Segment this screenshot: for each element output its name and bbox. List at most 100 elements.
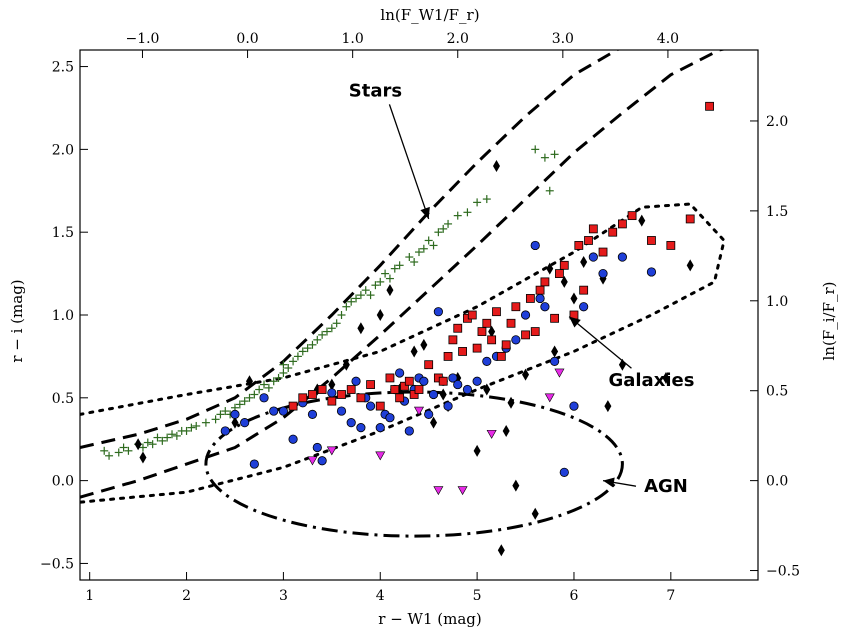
point-square-11 (390, 385, 400, 394)
x-tick-label-4: 5 (473, 588, 482, 604)
point-square-52 (647, 236, 656, 245)
point-plus-56 (385, 274, 394, 283)
point-square-45 (579, 285, 589, 295)
point-diamond-14 (439, 388, 447, 401)
point-square-51 (627, 211, 637, 221)
y-tick-label-2: 0.5 (52, 391, 74, 407)
point-triangle-down-1 (326, 446, 337, 456)
point-square-39 (540, 277, 550, 287)
point-square-48 (598, 247, 608, 257)
point-triangle-down-0 (307, 456, 318, 466)
point-circle-5 (269, 406, 279, 416)
point-plus-54 (376, 277, 385, 286)
point-circle-51 (598, 268, 608, 279)
point-plus-75 (550, 150, 559, 159)
point-plus-24 (235, 400, 244, 409)
point-square-29 (487, 335, 497, 345)
point-plus-66 (439, 224, 448, 233)
point-circle-25 (404, 426, 414, 436)
point-square-44 (574, 241, 584, 250)
right-tick-label-3: 1.0 (766, 294, 788, 310)
point-diamond-11 (410, 345, 418, 358)
y-tick-label-1: 0.0 (52, 474, 74, 490)
point-square-26 (472, 343, 482, 353)
point-plus-18 (201, 418, 210, 427)
right-axis-label: ln(F_i/F_r) (820, 282, 838, 361)
point-plus-30 (264, 383, 273, 392)
point-plus-39 (303, 344, 312, 353)
point-circle-50 (588, 252, 598, 262)
point-square-28 (482, 318, 492, 328)
point-diamond-13 (430, 416, 438, 429)
point-diamond-1 (139, 451, 147, 464)
point-plus-51 (361, 286, 370, 295)
point-circle-2 (240, 418, 250, 428)
point-plus-43 (322, 327, 331, 336)
point-circle-15 (351, 376, 361, 386)
point-square-33 (506, 318, 516, 328)
point-triangle-down-3 (413, 406, 425, 416)
point-diamond-24 (512, 479, 520, 492)
point-square-17 (424, 360, 434, 370)
point-plus-50 (356, 291, 365, 300)
point-square-35 (521, 330, 530, 340)
point-triangle-down-7 (544, 393, 555, 403)
point-square-53 (666, 241, 676, 250)
point-square-4 (327, 396, 337, 406)
point-plus-73 (540, 153, 549, 162)
point-plus-2 (114, 448, 123, 457)
point-circle-28 (419, 376, 429, 386)
point-square-9 (375, 401, 385, 411)
point-diamond-18 (483, 383, 491, 396)
point-circle-33 (443, 401, 453, 411)
point-plus-36 (289, 357, 298, 366)
point-square-49 (608, 227, 618, 237)
point-diamond-8 (376, 309, 384, 321)
point-diamond-28 (551, 345, 559, 358)
point-plus-28 (255, 385, 264, 394)
point-circle-12 (327, 388, 337, 398)
point-diamond-19 (488, 325, 496, 338)
point-circle-0 (220, 426, 230, 436)
point-diamond-26 (531, 507, 539, 520)
point-circle-44 (535, 293, 545, 304)
point-square-21 (448, 335, 458, 345)
point-square-5 (337, 390, 346, 399)
annotation-galaxies: Galaxies (608, 370, 694, 391)
point-diamond-22 (502, 424, 510, 437)
marks-layer (100, 101, 714, 557)
point-square-1 (298, 393, 308, 403)
galaxies-region (80, 202, 726, 504)
point-plus-13 (172, 431, 181, 440)
point-circle-48 (569, 401, 579, 411)
point-circle-53 (646, 267, 657, 277)
point-triangle-down-4 (433, 486, 444, 496)
point-circle-19 (375, 423, 385, 433)
point-square-47 (588, 224, 598, 234)
point-circle-13 (336, 406, 347, 416)
point-plus-6 (138, 443, 147, 452)
y-tick-label-5: 2.0 (52, 142, 74, 158)
right-tick-label-4: 1.5 (766, 204, 788, 220)
point-plus-40 (308, 340, 317, 349)
point-circle-6 (278, 406, 288, 416)
point-square-42 (559, 260, 569, 270)
point-plus-70 (473, 198, 482, 207)
point-plus-69 (463, 208, 472, 217)
point-circle-23 (395, 368, 405, 378)
point-circle-34 (448, 373, 458, 383)
point-square-23 (458, 347, 467, 356)
point-square-40 (550, 313, 559, 323)
point-square-16 (414, 385, 424, 394)
point-plus-26 (245, 393, 254, 402)
point-plus-65 (434, 228, 443, 237)
point-plus-48 (347, 297, 356, 306)
point-circle-7 (288, 434, 298, 444)
right-tick-label-1: 0.0 (766, 474, 788, 490)
point-plus-71 (482, 195, 491, 204)
x-tick-label-5: 6 (570, 588, 579, 604)
y-tick-label-6: 2.5 (52, 60, 74, 76)
point-square-8 (366, 380, 375, 389)
point-plus-35 (284, 364, 293, 372)
point-diamond-30 (570, 292, 578, 305)
